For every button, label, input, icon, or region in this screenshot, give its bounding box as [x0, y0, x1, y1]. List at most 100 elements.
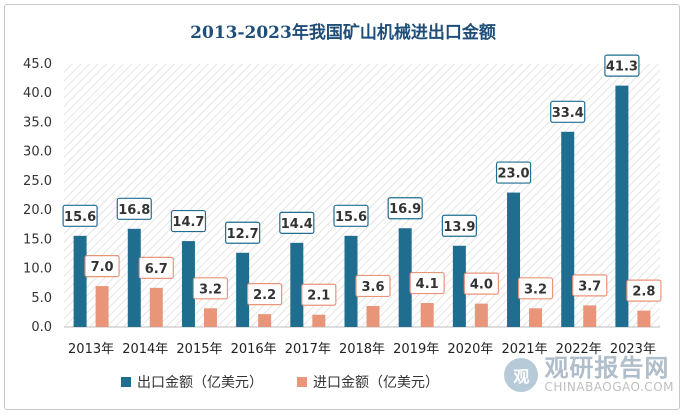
- bar-import: [420, 303, 434, 327]
- legend: 出口金额（亿美元） 进口金额（亿美元）: [0, 372, 560, 392]
- data-label-export: 15.6: [335, 210, 367, 225]
- legend-swatch-export: [121, 377, 131, 387]
- bar-export: [127, 228, 141, 327]
- data-label-box: [333, 204, 369, 227]
- data-label-export: 16.8: [118, 203, 150, 218]
- data-label-box: [62, 204, 98, 227]
- x-tick-label: 2022年: [556, 342, 602, 357]
- data-label-export: 23.0: [498, 167, 530, 182]
- x-tick-label: 2020年: [447, 342, 493, 357]
- data-label-box: [279, 211, 315, 234]
- data-label-box: [225, 221, 261, 244]
- bar-import: [203, 308, 217, 327]
- bar-import: [529, 308, 543, 327]
- bars: [73, 85, 651, 327]
- bar-import: [474, 303, 488, 327]
- data-label-export: 41.3: [606, 60, 638, 75]
- x-tick-label: 2016年: [231, 342, 277, 357]
- bar-export: [561, 131, 575, 327]
- y-tick-label: 10.0: [23, 262, 52, 277]
- data-label-import: 7.0: [91, 260, 114, 275]
- watermark-url: CHINABAOGAO.COM: [544, 380, 674, 395]
- data-label-import: 6.7: [145, 262, 168, 277]
- data-label-box: [517, 277, 554, 300]
- y-tick-label: 5.0: [31, 291, 52, 306]
- legend-item-import: 进口金额（亿美元）: [297, 372, 439, 392]
- x-tick-label: 2018年: [339, 342, 385, 357]
- x-axis: 2013年 2014年 2015年 2016年 2017年 2018年 2019年 2020年…: [64, 326, 660, 357]
- data-label-import: 2.2: [253, 288, 276, 303]
- data-label-box: [192, 277, 229, 300]
- bar-import: [637, 310, 651, 327]
- legend-item-export: 出口金额（亿美元）: [121, 372, 263, 392]
- data-label-import: 3.2: [524, 282, 547, 297]
- watermark-text: 观研报告网: [544, 354, 670, 382]
- y-tick-label: 40.0: [23, 86, 52, 101]
- x-tick-label: 2015年: [176, 342, 222, 357]
- data-label-box: [441, 214, 477, 237]
- bar-export: [507, 192, 521, 327]
- bar-import: [258, 314, 272, 327]
- data-label-box: [550, 100, 586, 123]
- y-tick-label: 25.0: [23, 174, 52, 189]
- chart-title: 2013-2023年我国矿山机械进出口金额: [190, 23, 496, 43]
- data-label-export: 12.7: [227, 227, 259, 242]
- legend-label-export: 出口金额（亿美元）: [137, 375, 263, 391]
- y-tick-label: 0.0: [31, 320, 52, 335]
- x-tick-label: 2014年: [122, 342, 168, 357]
- y-tick-label: 45.0: [23, 57, 52, 72]
- bar-import: [149, 287, 163, 327]
- data-label-import: 4.0: [470, 278, 493, 293]
- data-label-import: 3.2: [199, 282, 222, 297]
- bar-export: [615, 85, 629, 327]
- data-label-box: [409, 271, 445, 295]
- data-label-box: [170, 209, 207, 233]
- data-label-box: [84, 254, 120, 278]
- bar-import: [95, 286, 109, 327]
- watermark-logo-icon: 观: [504, 357, 539, 392]
- data-label-box: [604, 54, 640, 77]
- data-label-export: 14.7: [172, 215, 204, 230]
- data-label-box: [301, 283, 337, 306]
- data-label-export: 15.6: [64, 210, 96, 225]
- data-label-box: [116, 197, 152, 220]
- data-label-export: 14.4: [281, 217, 313, 232]
- y-axis: 0.0 5.0 10.0 15.0 20.0 25.0 30.0 35.0 40.0 45.0: [23, 57, 52, 335]
- data-label-export: 16.9: [389, 202, 421, 217]
- data-label-import: 2.8: [632, 285, 655, 300]
- x-tick-label: 2021年: [501, 342, 547, 357]
- x-tick-label: 2019年: [393, 342, 439, 357]
- data-label-box: [463, 272, 499, 295]
- data-label-box: [247, 283, 283, 306]
- bar-export: [290, 242, 304, 327]
- data-labels: 15.6 16.8 14.7 12.7 14.4 15.6 16.9 13.9 23.0 33.4…: [62, 54, 662, 306]
- bar-export: [398, 228, 412, 327]
- y-tick-label: 30.0: [23, 145, 52, 160]
- data-label-export: 13.9: [443, 220, 475, 235]
- bar-export: [73, 235, 87, 327]
- bar-export: [452, 245, 466, 327]
- legend-swatch-import: [297, 377, 307, 387]
- y-tick-label: 20.0: [23, 203, 52, 218]
- bar-import: [366, 305, 380, 327]
- data-label-export: 33.4: [552, 106, 584, 121]
- data-label-box: [626, 279, 662, 302]
- bar-export: [344, 235, 358, 327]
- data-label-box: [138, 256, 174, 279]
- bar-export: [236, 252, 250, 327]
- x-tick-label: 2017年: [285, 342, 331, 357]
- data-label-import: 3.6: [361, 280, 384, 295]
- y-tick-label: 35.0: [23, 115, 52, 130]
- bar-export: [181, 241, 195, 327]
- data-label-box: [387, 197, 423, 220]
- bar-import: [312, 314, 326, 327]
- data-label-import: 2.1: [307, 289, 330, 304]
- data-label-import: 4.1: [416, 277, 439, 292]
- bar-import: [583, 305, 597, 327]
- data-label-box: [495, 161, 532, 184]
- x-tick-label: 2023年: [610, 342, 656, 357]
- x-tick-label: 2013年: [68, 342, 114, 357]
- legend-label-import: 进口金额（亿美元）: [313, 375, 439, 391]
- data-label-box: [355, 274, 391, 298]
